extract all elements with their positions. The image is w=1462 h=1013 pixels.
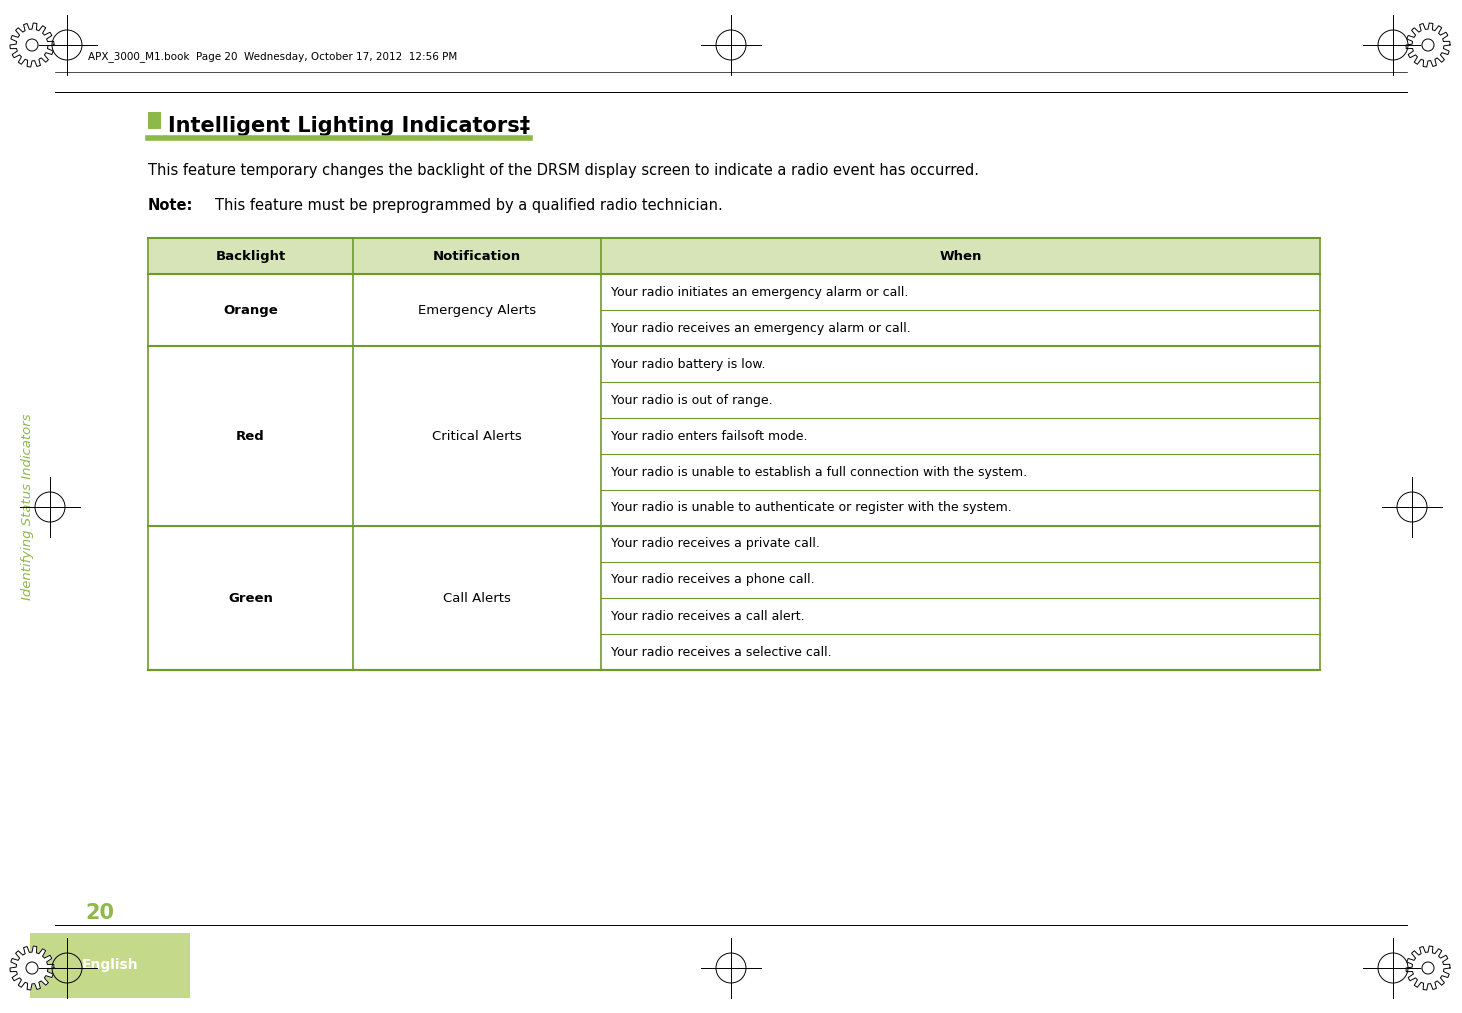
Polygon shape (1406, 23, 1450, 67)
Text: APX_3000_M1.book  Page 20  Wednesday, October 17, 2012  12:56 PM: APX_3000_M1.book Page 20 Wednesday, Octo… (88, 51, 458, 62)
Polygon shape (10, 23, 54, 67)
Text: Note:: Note: (148, 198, 193, 213)
Polygon shape (10, 946, 54, 990)
Text: Your radio receives a phone call.: Your radio receives a phone call. (611, 573, 814, 587)
Text: This feature temporary changes the backlight of the DRSM display screen to indic: This feature temporary changes the backl… (148, 163, 980, 178)
Text: Red: Red (237, 430, 265, 443)
Bar (31, 933, 190, 998)
Circle shape (1423, 38, 1434, 51)
Text: Your radio receives an emergency alarm or call.: Your radio receives an emergency alarm o… (611, 321, 911, 334)
Text: Your radio enters failsoft mode.: Your radio enters failsoft mode. (611, 430, 807, 443)
Polygon shape (1406, 946, 1450, 990)
Text: Call Alerts: Call Alerts (443, 592, 510, 605)
Text: Your radio battery is low.: Your radio battery is low. (611, 358, 766, 371)
Text: Your radio is unable to establish a full connection with the system.: Your radio is unable to establish a full… (611, 466, 1028, 478)
Text: Orange: Orange (224, 304, 278, 316)
Text: This feature must be preprogrammed by a qualified radio technician.: This feature must be preprogrammed by a … (215, 198, 722, 213)
Text: Your radio receives a private call.: Your radio receives a private call. (611, 538, 820, 550)
Text: When: When (939, 249, 981, 262)
Text: Your radio is out of range.: Your radio is out of range. (611, 393, 772, 406)
Text: Your radio receives a selective call.: Your radio receives a selective call. (611, 645, 832, 658)
Circle shape (26, 38, 38, 51)
Text: English: English (82, 958, 139, 972)
Circle shape (26, 962, 38, 975)
Circle shape (1423, 962, 1434, 975)
Text: Emergency Alerts: Emergency Alerts (418, 304, 537, 316)
Text: Identifying Status Indicators: Identifying Status Indicators (22, 413, 35, 601)
Text: Green: Green (228, 592, 273, 605)
Text: Your radio initiates an emergency alarm or call.: Your radio initiates an emergency alarm … (611, 286, 908, 299)
Text: Your radio receives a call alert.: Your radio receives a call alert. (611, 610, 804, 623)
Bar (148, 238, 1320, 274)
Bar (148, 112, 161, 129)
Text: Critical Alerts: Critical Alerts (433, 430, 522, 443)
Text: Notification: Notification (433, 249, 520, 262)
Text: Your radio is unable to authenticate or register with the system.: Your radio is unable to authenticate or … (611, 501, 1012, 515)
Text: 20: 20 (85, 903, 114, 923)
Text: Backlight: Backlight (215, 249, 285, 262)
Text: Intelligent Lighting Indicators‡: Intelligent Lighting Indicators‡ (168, 116, 531, 136)
